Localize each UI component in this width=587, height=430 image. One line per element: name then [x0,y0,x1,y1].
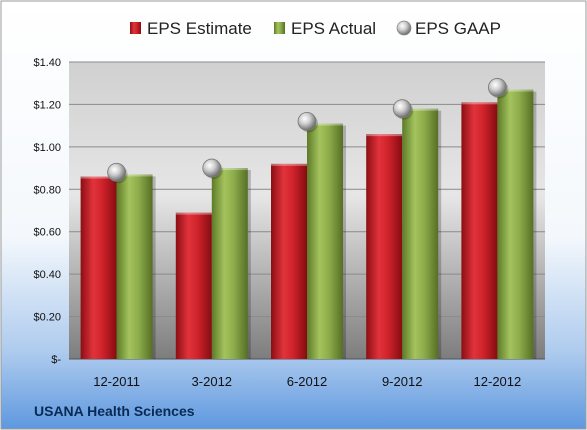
y-tick-label: $1.20 [33,99,61,111]
actual-bar-top [497,89,534,92]
y-axis: $- $0.20 $0.40 $0.60 $0.80 $1.00 $1.20 $1.40 [33,57,61,366]
y-tick-label: $0.60 [33,227,61,239]
gaap-marker [297,112,317,131]
company-label: USANA Health Sciences [34,403,195,419]
x-tick-label: 3-2012 [192,374,232,389]
legend: EPS Estimate EPS Actual EPS GAAP [130,19,501,38]
estimate-bar-top [175,212,212,215]
actual-bar-top [402,108,439,111]
y-tick-label: $0.40 [33,269,61,281]
bars [80,89,537,360]
legend-label: EPS Estimate [147,19,252,38]
estimate-bar [271,163,307,359]
legend-swatch [274,22,285,34]
actual-bar [497,89,534,359]
legend-label: EPS GAAP [415,19,501,38]
gaap-marker [107,162,126,182]
legend-swatch [130,22,141,34]
actual-bar-top [211,168,248,171]
legend-label: EPS Actual [291,19,376,38]
actual-bar [116,174,153,359]
y-tick-label: $0.20 [33,312,61,324]
x-tick-label: 12-2012 [474,374,522,389]
y-tick-label: $1.00 [33,142,61,154]
actual-bar [307,123,343,360]
estimate-bar [175,212,212,359]
y-tick-label: $1.40 [33,57,61,69]
actual-bar-top [116,174,153,177]
gaap-markers [107,78,509,184]
y-tick-label: $- [51,354,61,366]
estimate-bar-top [80,176,117,179]
actual-bar-top [307,123,343,126]
estimate-bar [461,102,498,360]
actual-bar [402,108,439,360]
legend-swatch [396,20,412,36]
x-axis: 12-2011 3-2012 6-2012 9-2012 12-2012 [93,374,521,389]
y-tick-label: $0.80 [33,184,61,196]
x-tick-label: 6-2012 [287,374,327,389]
x-tick-label: 9-2012 [382,374,422,389]
estimate-bar [80,176,117,359]
estimate-bar-top [461,102,498,105]
actual-bar [211,168,248,359]
estimate-bar-top [366,134,403,137]
estimate-bar [366,134,403,359]
gaap-marker [487,78,507,97]
gaap-marker [202,158,222,178]
estimate-bar-top [271,163,307,166]
gaap-marker [392,99,412,119]
x-tick-label: 12-2011 [93,374,140,389]
